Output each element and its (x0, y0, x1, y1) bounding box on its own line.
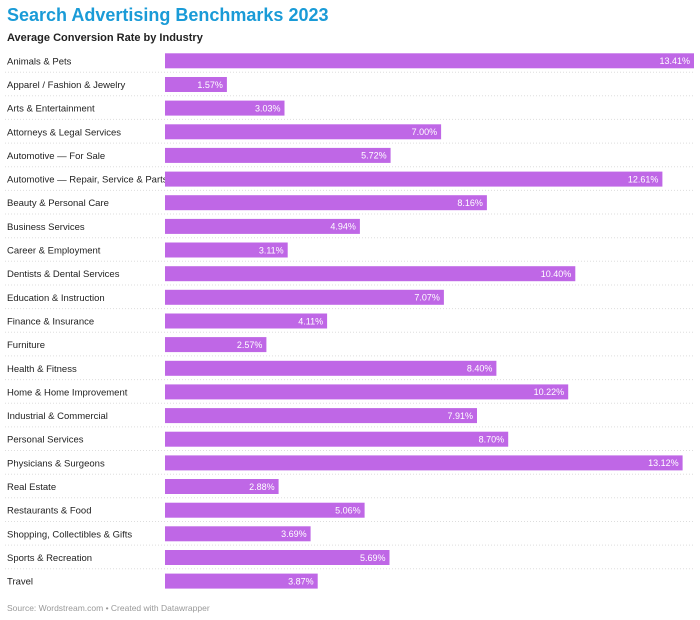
bar (165, 408, 477, 424)
category-label: Travel (7, 577, 33, 588)
category-label: Real Estate (7, 482, 56, 493)
category-label: Sports & Recreation (7, 553, 92, 564)
bar (165, 171, 663, 187)
source-note: Source: Wordstream.com • Created with Da… (7, 603, 210, 613)
bar (165, 479, 279, 494)
bar-value-label: 3.69% (281, 529, 307, 539)
bar (165, 313, 328, 329)
bar-value-label: 5.06% (335, 506, 361, 516)
bar-value-label: 3.87% (288, 576, 314, 586)
bar-value-label: 1.57% (197, 80, 223, 90)
category-label: Business Services (7, 222, 85, 233)
category-label: Health & Fitness (7, 364, 77, 375)
bar (165, 384, 569, 400)
category-label: Arts & Entertainment (7, 104, 95, 115)
bar-value-label: 10.40% (541, 269, 572, 279)
category-label: Attorneys & Legal Services (7, 127, 121, 138)
category-label: Personal Services (7, 435, 84, 446)
bar-value-label: 2.57% (237, 340, 263, 350)
category-label: Industrial & Commercial (7, 411, 108, 422)
category-label: Restaurants & Food (7, 506, 92, 517)
bar (165, 550, 390, 565)
category-label: Automotive — For Sale (7, 151, 105, 162)
category-label: Physicians & Surgeons (7, 458, 105, 469)
bar-value-label: 13.41% (659, 56, 690, 66)
bar-value-label: 13.12% (648, 458, 679, 468)
category-label: Dentists & Dental Services (7, 269, 120, 280)
bar-value-label: 10.22% (534, 387, 565, 397)
bar (165, 218, 360, 234)
category-label: Animals & Pets (7, 56, 72, 67)
bar-value-label: 8.40% (467, 364, 493, 374)
chart-title: Search Advertising Benchmarks 2023 (7, 5, 329, 25)
category-label: Apparel / Fashion & Jewelry (7, 80, 126, 91)
bar (165, 455, 683, 471)
category-label: Furniture (7, 340, 45, 351)
bar-value-label: 12.61% (628, 174, 659, 184)
category-label: Career & Employment (7, 246, 101, 257)
chart-subtitle: Average Conversion Rate by Industry (7, 32, 203, 44)
bar (165, 289, 444, 305)
bar (165, 147, 391, 163)
category-label: Education & Instruction (7, 293, 105, 304)
bar-value-label: 4.94% (330, 222, 356, 232)
bar-value-label: 8.16% (457, 198, 483, 208)
bar-value-label: 3.03% (255, 103, 281, 113)
bar-value-label: 8.70% (479, 435, 505, 445)
bar-value-label: 7.00% (412, 127, 438, 137)
bar (165, 266, 576, 282)
bar-value-label: 4.11% (298, 316, 323, 326)
bar (165, 360, 497, 376)
bar (165, 124, 442, 140)
bar (165, 242, 288, 258)
category-label: Finance & Insurance (7, 317, 94, 328)
bar (165, 195, 487, 211)
category-label: Automotive — Repair, Service & Parts (7, 175, 168, 186)
bar (165, 573, 318, 589)
bar (165, 53, 694, 69)
category-label: Shopping, Collectibles & Gifts (7, 529, 132, 540)
category-label: Beauty & Personal Care (7, 198, 109, 209)
category-label: Home & Home Improvement (7, 387, 128, 398)
bar (165, 526, 311, 542)
bar (165, 337, 267, 353)
bar (165, 502, 365, 518)
bar-value-label: 3.11% (259, 245, 284, 255)
bar (165, 100, 285, 116)
bar-value-label: 5.72% (361, 151, 387, 161)
bar-value-label: 7.91% (447, 411, 473, 421)
bar (165, 77, 227, 92)
bar-value-label: 5.69% (360, 553, 386, 563)
bar-value-label: 7.07% (414, 293, 440, 303)
bar (165, 431, 509, 447)
bar-value-label: 2.88% (249, 482, 275, 492)
